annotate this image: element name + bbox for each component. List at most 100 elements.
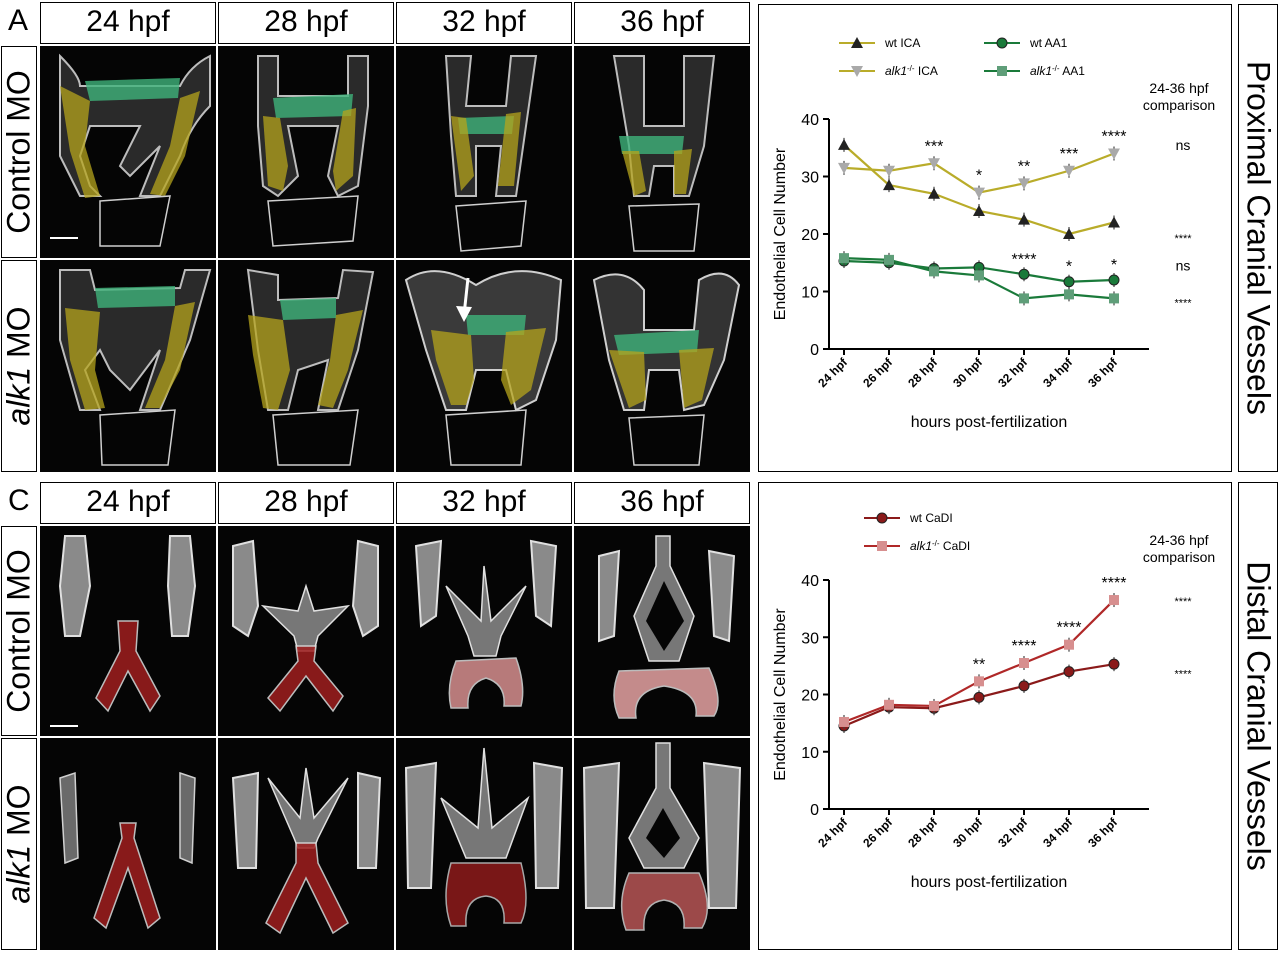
x-tick-label: 24 hpf <box>815 815 851 851</box>
point-mut_cadi <box>839 716 849 727</box>
side-label-distal-box: Distal Cranial Vessels <box>1238 482 1278 950</box>
micrograph-c-control-24 <box>40 526 216 736</box>
point-mut_ica <box>1108 148 1120 160</box>
comparison-label: ns <box>1176 258 1191 274</box>
comparison-title: 24-36 hpf <box>1149 532 1208 548</box>
micrograph-a-alk1-28 <box>218 260 394 472</box>
point-mut_cadi <box>974 676 984 687</box>
micrograph-a-control-28 <box>218 46 394 258</box>
header-c-28hpf: 28 hpf <box>218 482 394 524</box>
side-label-proximal-box: Proximal Cranial Vessels <box>1238 4 1278 472</box>
row-label-text: alk1 MO <box>0 306 37 426</box>
point-mut_aa1 <box>839 253 849 264</box>
y-tick-label: 0 <box>810 802 819 819</box>
header-a-36hpf: 36 hpf <box>574 2 750 44</box>
point-mut_cadi <box>929 700 939 711</box>
comparison-title: comparison <box>1143 549 1215 565</box>
y-axis-label: Endothelial Cell Number <box>772 147 789 320</box>
significance-label: **** <box>1102 575 1127 592</box>
chart-b-frame: 0 10 20 30 40 24 hpf 26 hpf 28 hpf 30 hpf 32 hpf 3… <box>758 4 1232 472</box>
legend-label: alk1-/- AA1 <box>1030 64 1085 79</box>
point-mut_ica <box>1063 165 1075 177</box>
comparison-title: 24-36 hpf <box>1149 80 1208 96</box>
point-mut_cadi <box>1064 639 1074 650</box>
y-tick-label: 30 <box>801 630 819 647</box>
micrograph-c-control-28 <box>218 526 394 736</box>
row-label-text: Control MO <box>0 70 37 234</box>
point-mut_cadi <box>1109 595 1119 606</box>
y-tick-label: 10 <box>801 745 819 762</box>
micrograph-a-control-32 <box>396 46 572 258</box>
row-label-text: Control MO <box>0 549 37 713</box>
point-mut_cadi <box>1019 658 1029 669</box>
legend-marker <box>851 37 863 48</box>
micrograph-c-alk1-24 <box>40 738 216 950</box>
micrograph-a-control-36 <box>574 46 750 258</box>
point-wt_ica <box>973 205 985 216</box>
significance-label: ** <box>973 656 985 673</box>
header-a-28hpf: 28 hpf <box>218 2 394 44</box>
comparison-label: **** <box>1174 669 1192 681</box>
x-axis-label: hours post-fertilization <box>911 414 1068 431</box>
point-wt_cadi <box>1018 680 1030 692</box>
significance-label: * <box>1066 259 1072 276</box>
header-a-24hpf: 24 hpf <box>40 2 216 44</box>
significance-label: * <box>976 168 982 185</box>
point-mut_ica <box>838 162 850 174</box>
significance-label: *** <box>925 138 944 155</box>
legend-marker <box>876 512 888 524</box>
point-mut_aa1 <box>884 254 894 265</box>
significance-label: **** <box>1057 620 1082 637</box>
legend-label: wt AA1 <box>1029 36 1068 50</box>
y-tick-label: 40 <box>801 573 819 590</box>
legend-marker <box>996 37 1008 49</box>
x-tick-label: 34 hpf <box>1040 355 1076 391</box>
point-wt_ica <box>1018 213 1030 225</box>
micrograph-c-alk1-32 <box>396 738 572 950</box>
point-mut_aa1 <box>1109 293 1119 304</box>
row-label-a-alk1: alk1 MO <box>1 260 37 472</box>
point-mut_aa1 <box>974 270 984 281</box>
point-wt_ica <box>838 138 850 150</box>
header-c-32hpf: 32 hpf <box>396 482 572 524</box>
x-tick-label: 26 hpf <box>860 355 896 391</box>
significance-label: ** <box>1018 158 1030 175</box>
point-mut_ica <box>1018 178 1030 190</box>
y-tick-label: 20 <box>801 227 819 244</box>
point-mut_ica <box>883 165 895 177</box>
significance-label: **** <box>1012 638 1037 655</box>
point-mut_aa1 <box>1064 289 1074 300</box>
header-c-24hpf: 24 hpf <box>40 482 216 524</box>
point-mut_ica <box>928 158 940 170</box>
x-tick-label: 30 hpf <box>950 815 986 851</box>
legend-label: alk1-/- ICA <box>885 64 938 79</box>
micrograph-c-alk1-36 <box>574 738 750 950</box>
point-wt_cadi <box>1108 658 1120 670</box>
row-label-c-alk1: alk1 MO <box>1 738 37 950</box>
y-tick-label: 10 <box>801 285 819 302</box>
x-tick-label: 32 hpf <box>995 355 1031 391</box>
significance-label: **** <box>1102 129 1127 146</box>
side-label-proximal: Proximal Cranial Vessels <box>1240 61 1277 415</box>
micrograph-a-alk1-24 <box>40 260 216 472</box>
row-label-c-control: Control MO <box>1 526 37 736</box>
point-wt_aa1 <box>1063 276 1075 288</box>
x-tick-label: 34 hpf <box>1040 815 1076 851</box>
comparison-label: **** <box>1174 233 1192 245</box>
comparison-label: **** <box>1174 596 1192 608</box>
legend-marker <box>851 66 863 77</box>
y-axis-label: Endothelial Cell Number <box>772 608 789 781</box>
micrograph-c-control-36 <box>574 526 750 736</box>
significance-label: **** <box>1012 251 1037 268</box>
legend-label: alk1-/- CaDI <box>910 539 970 554</box>
point-mut_aa1 <box>1019 293 1029 304</box>
point-wt_cadi <box>973 691 985 703</box>
point-wt_ica <box>928 187 940 199</box>
panel-letter-c: C <box>8 484 30 517</box>
comparison-label: ns <box>1176 137 1191 153</box>
significance-label: *** <box>1060 146 1079 163</box>
y-tick-label: 20 <box>801 688 819 705</box>
legend-label: wt CaDI <box>909 511 953 525</box>
comparison-label: **** <box>1174 297 1192 309</box>
